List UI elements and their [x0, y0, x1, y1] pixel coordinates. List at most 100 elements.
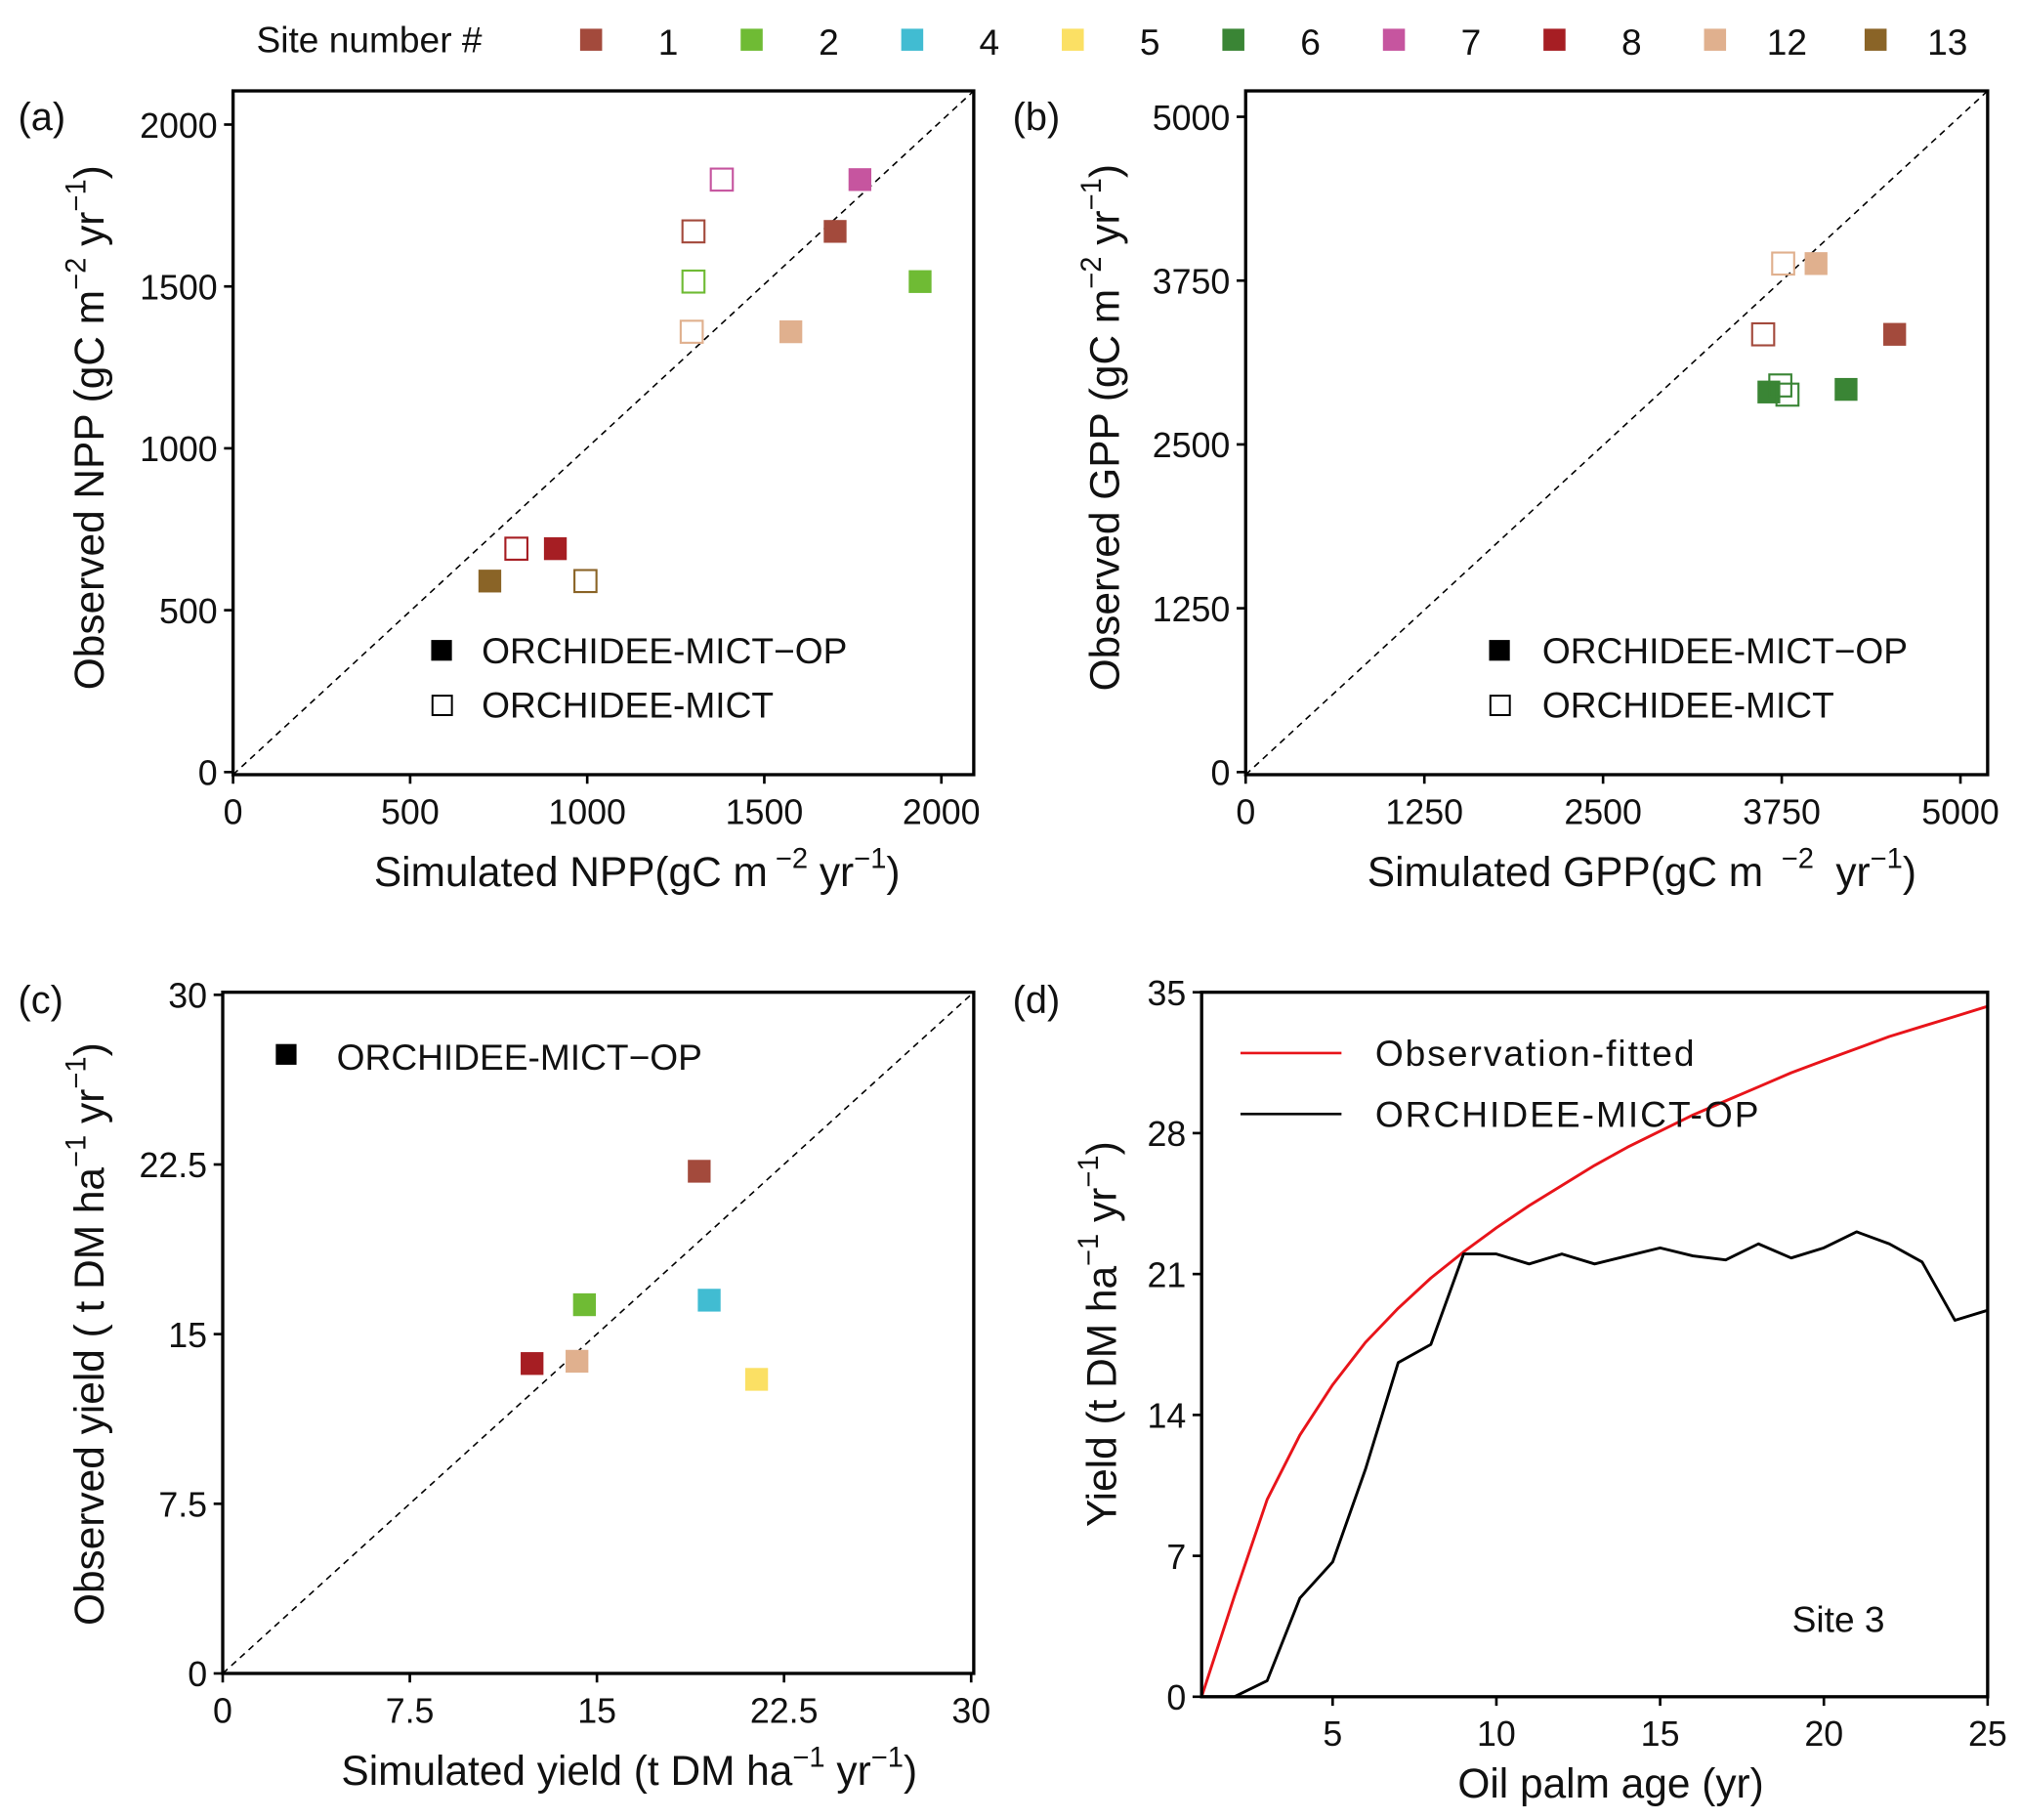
- y-tick-label: 2500: [1153, 426, 1231, 465]
- x-tick-label: 500: [381, 792, 440, 831]
- panel-d-yield-age: (d) 5 10 15 20 25 0 7 14 21 28 35 Oil palm age (yr…: [1013, 974, 2007, 1806]
- site-number-label: 13: [1927, 21, 1967, 63]
- site-color-swatch: [1543, 28, 1566, 51]
- panel-a-npp: (a) 0 500 1000 1500 2000 0 500 1000 1500 2000 Sim…: [19, 89, 981, 895]
- data-point-op-site-1: [823, 220, 847, 243]
- site-color-swatch: [1222, 28, 1244, 51]
- y-axis-title: Observed yield ( t DM ha−1 yr−1): [61, 1042, 112, 1626]
- x-tick-label: 3750: [1743, 792, 1821, 831]
- site-annotation: Site 3: [1792, 1599, 1885, 1640]
- legend-open-marker: [1489, 695, 1511, 716]
- panel-d-label: (d): [1013, 979, 1061, 1022]
- site-color-swatch: [579, 28, 603, 51]
- model-legend: ORCHIDEE-MICT−OP ORCHIDEE-MICT: [431, 630, 847, 726]
- y-tick-label: 21: [1147, 1255, 1186, 1294]
- data-point-op-site-2: [572, 1292, 597, 1317]
- orchidee-model-line: [1201, 1230, 1989, 1699]
- x-axis-title: Simulated yield (t DM ha−1 yr−1): [341, 1742, 917, 1794]
- legend-filled-marker: [431, 640, 452, 661]
- panel-b-gpp: (b) 0 1250 2500 3750 5000 0 1250 2500 3750 5000 S…: [1013, 89, 1999, 895]
- model-legend: ORCHIDEE-MICT−OP: [275, 1037, 702, 1078]
- x-tick-label: 25: [1968, 1714, 2007, 1754]
- y-tick-label: 0: [198, 754, 218, 793]
- site-legend-item: 12: [1704, 21, 1807, 63]
- data-point-mict-site-7: [709, 167, 735, 192]
- data-point-mict-site-1: [1750, 321, 1776, 347]
- site-color-swatch: [1062, 28, 1084, 51]
- legend-filled-label: ORCHIDEE-MICT−OP: [337, 1037, 702, 1078]
- x-tick-label: 2500: [1564, 792, 1642, 831]
- y-tick-label: 0: [1166, 1678, 1186, 1717]
- x-tick-label: 5: [1323, 1714, 1342, 1754]
- y-tick-label: 2000: [140, 106, 218, 146]
- data-point-mict-site-13: [573, 569, 598, 594]
- data-point-op-site-7: [848, 168, 872, 191]
- data-point-mict-site-12: [679, 319, 704, 344]
- site-legend-item: 1: [579, 21, 678, 63]
- data-point-mict-site-6: [1768, 373, 1792, 398]
- y-tick-label: 22.5: [139, 1146, 207, 1185]
- legend-filled-marker: [275, 1043, 297, 1065]
- one-to-one-line: [1244, 90, 1989, 776]
- panel-c-yield-scatter: (c) 0 7.5 15 22.5 30 0 7.5 15 22.5 30 Simulated y…: [19, 977, 991, 1794]
- site-legend: Site number # 1 2 4 5 6 7 8 12 13: [256, 19, 1967, 63]
- x-tick-label: 0: [1236, 792, 1255, 831]
- plot-frame: [231, 89, 976, 777]
- site-number-label: 8: [1621, 21, 1642, 63]
- site-number-label: 7: [1461, 21, 1482, 63]
- y-axis-title: Observed GPP (gC m−2 yr−1): [1076, 164, 1128, 691]
- site-color-swatch: [1382, 28, 1406, 51]
- site-legend-item: 13: [1864, 21, 1967, 63]
- model-legend: ORCHIDEE-MICT−OP ORCHIDEE-MICT: [1489, 630, 1908, 726]
- site-legend-item: 4: [901, 21, 999, 63]
- one-to-one-line: [222, 992, 975, 1674]
- panel-a-label: (a): [19, 96, 66, 139]
- y-tick-label: 3750: [1153, 262, 1231, 301]
- x-tick-label: 22.5: [750, 1691, 819, 1730]
- observation-fitted-line: [1199, 1004, 1989, 1698]
- y-tick-label: 15: [168, 1316, 207, 1355]
- x-axis-title: Simulated GPP(gC m −2 yr−1): [1368, 843, 1916, 895]
- x-axis-title: Oil palm age (yr): [1457, 1760, 1763, 1806]
- x-tick-label: 5000: [1921, 792, 1999, 831]
- data-point-op-site-12: [779, 319, 803, 344]
- data-point-mict-site-1: [681, 219, 706, 244]
- y-tick-label: 1000: [140, 430, 218, 469]
- legend-filled-marker: [1489, 640, 1510, 661]
- x-tick-label: 30: [951, 1691, 990, 1730]
- data-point-op-site-1: [1883, 322, 1907, 346]
- legend-filled-label: ORCHIDEE-MICT−OP: [1542, 630, 1908, 671]
- data-point-op-site-2: [908, 270, 932, 293]
- y-tick-label: 0: [1210, 754, 1230, 793]
- site-color-swatch: [740, 28, 763, 51]
- site-legend-item: 2: [740, 21, 839, 63]
- site-number-label: 5: [1140, 21, 1160, 63]
- data-point-op-site-12: [1804, 252, 1828, 275]
- legend-open-label: ORCHIDEE-MICT: [482, 685, 774, 726]
- legend-model-label: ORCHIDEE-MICT-OP: [1375, 1094, 1761, 1135]
- data-point-op-site-8: [543, 536, 568, 561]
- x-tick-label: 7.5: [386, 1691, 435, 1730]
- y-axis-title: Observed NPP (gC m−2 yr−1): [61, 165, 112, 690]
- x-tick-label: 10: [1477, 1714, 1516, 1754]
- data-point-mict-site-12: [1771, 251, 1795, 276]
- data-point-mict-site-6: [1775, 382, 1800, 407]
- plot-frame: [1243, 89, 1990, 777]
- y-tick-label: 7: [1166, 1538, 1186, 1577]
- data-point-op-site-13: [478, 570, 502, 593]
- data-point-op-site-4: [697, 1289, 721, 1312]
- x-tick-label: 1000: [548, 792, 626, 831]
- y-axis-title: Yield (t DM ha−1 yr−1): [1073, 1141, 1125, 1527]
- data-point-op-site-6: [1834, 377, 1858, 402]
- y-tick-label: 7.5: [158, 1486, 207, 1525]
- y-tick-label: 5000: [1153, 99, 1231, 138]
- y-tick-label: 28: [1147, 1115, 1186, 1154]
- legend-open-marker: [431, 695, 453, 716]
- x-tick-label: 20: [1804, 1714, 1843, 1754]
- panel-c-label: (c): [19, 979, 63, 1022]
- site-number-label: 2: [819, 21, 839, 63]
- x-tick-label: 0: [213, 1691, 232, 1730]
- site-legend-item: 6: [1222, 21, 1321, 63]
- y-tick-label: 1500: [140, 268, 218, 307]
- panel-b-label: (b): [1013, 96, 1061, 139]
